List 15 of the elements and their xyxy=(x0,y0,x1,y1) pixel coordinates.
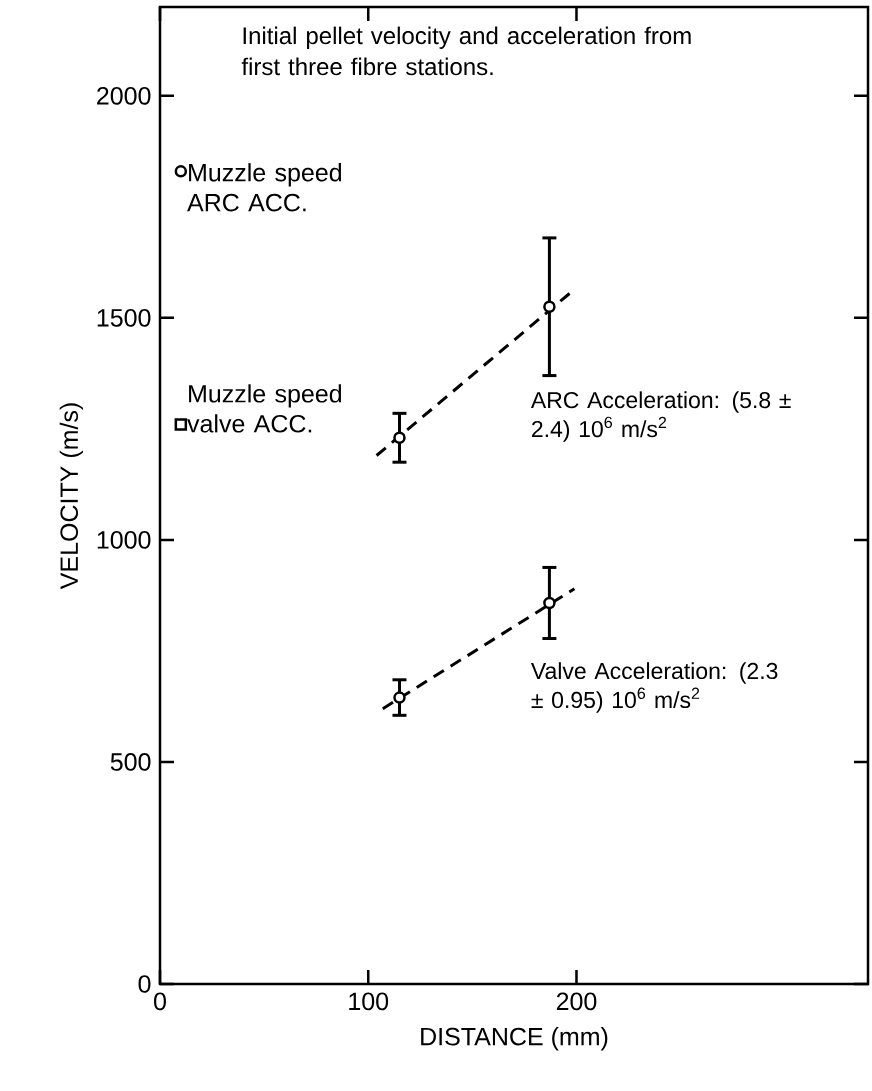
series-label: Muzzle speed ARC ACC. xyxy=(187,163,342,212)
x-tick-label: 200 xyxy=(556,992,597,1011)
y-tick-label: 0 xyxy=(138,975,151,993)
annotation: ARC Acceleration: (5.8 ± 2.4) 10$^{6}$ m/s$^{2}$ xyxy=(530,391,791,442)
y-tick-label: 1000 xyxy=(97,531,151,549)
series-label: Muzzle speed valve ACC. xyxy=(187,384,342,433)
x-tick-label: 0 xyxy=(154,992,166,1011)
x-tick-label: 100 xyxy=(349,992,389,1011)
y-axis-title: VELOCITY (m/s) xyxy=(59,403,83,590)
text: Initial pellet velocity and acceleration from first three fibre stations. xyxy=(241,26,691,76)
annotation: Valve Acceleration: (2.3 ± 0.95) 10$^{6}$ m/s$^{2}$ xyxy=(530,662,778,713)
y-tick-label: 500 xyxy=(110,753,151,771)
y-tick-label: 2000 xyxy=(97,86,151,105)
y-tick-label: 1500 xyxy=(97,309,151,327)
x-axis-title: DISTANCE (mm) xyxy=(421,1027,608,1051)
